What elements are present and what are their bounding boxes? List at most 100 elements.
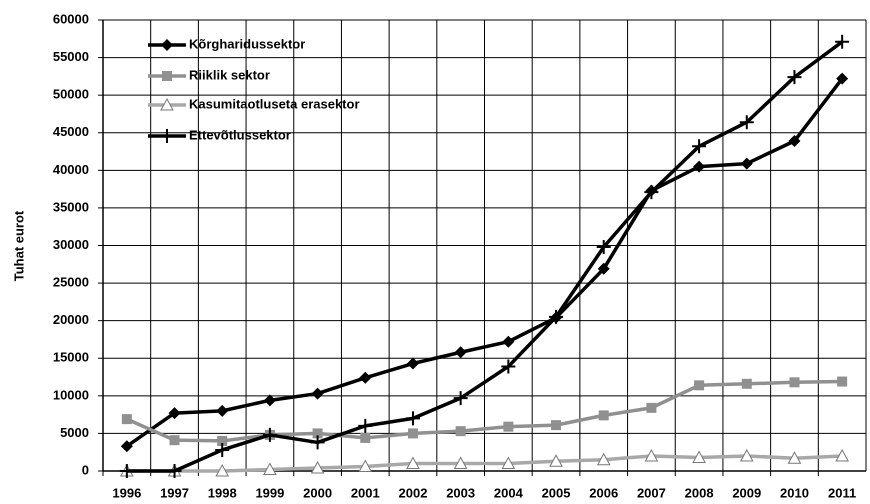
point bbox=[311, 387, 324, 400]
series-line bbox=[126, 454, 843, 473]
point bbox=[549, 309, 564, 324]
point bbox=[168, 407, 181, 420]
point bbox=[596, 452, 611, 466]
y-tick-label: 10000 bbox=[53, 387, 89, 402]
point bbox=[312, 428, 323, 439]
point bbox=[835, 34, 850, 49]
y-tick-label: 30000 bbox=[53, 237, 89, 252]
point bbox=[644, 185, 659, 200]
x-tick-label: 1997 bbox=[160, 485, 189, 500]
x-tick-label: 2004 bbox=[494, 485, 524, 500]
y-tick-label: 60000 bbox=[53, 11, 89, 26]
x-tick-label: 2003 bbox=[446, 485, 475, 500]
point bbox=[262, 427, 277, 442]
point bbox=[455, 426, 466, 437]
point bbox=[596, 240, 611, 255]
point bbox=[549, 454, 563, 467]
legend-marker bbox=[160, 97, 174, 111]
point bbox=[644, 448, 659, 462]
point bbox=[787, 70, 802, 85]
point bbox=[692, 450, 706, 463]
legend-marker bbox=[160, 129, 174, 143]
legend-label: Ettevõtlussektor bbox=[189, 127, 291, 142]
point bbox=[646, 402, 657, 413]
x-tick-label: 2008 bbox=[685, 485, 714, 500]
point bbox=[740, 157, 753, 170]
point bbox=[551, 420, 562, 431]
point bbox=[263, 462, 277, 475]
legend-marker bbox=[161, 39, 173, 51]
y-tick-label: 45000 bbox=[53, 124, 89, 139]
point bbox=[216, 404, 229, 417]
x-tick-label: 2000 bbox=[303, 485, 332, 500]
series-line bbox=[126, 379, 843, 443]
point bbox=[120, 440, 133, 453]
x-tick-label: 2009 bbox=[732, 485, 761, 500]
point bbox=[406, 357, 419, 370]
y-tick-label: 35000 bbox=[53, 199, 89, 214]
point bbox=[405, 411, 420, 426]
point bbox=[692, 139, 707, 154]
point bbox=[597, 262, 610, 275]
legend-label: Riiklik sektor bbox=[189, 67, 270, 82]
point bbox=[119, 464, 134, 478]
x-tick-label: 1999 bbox=[255, 485, 284, 500]
point bbox=[501, 456, 516, 469]
point bbox=[739, 448, 754, 462]
legend-marker bbox=[162, 71, 172, 81]
x-tick-label: 1998 bbox=[208, 485, 237, 500]
point bbox=[694, 380, 705, 391]
y-tick-label: 50000 bbox=[53, 87, 89, 102]
y-tick-label: 20000 bbox=[53, 312, 89, 327]
point bbox=[406, 456, 420, 469]
point bbox=[360, 432, 371, 443]
y-tick-label: 5000 bbox=[60, 425, 89, 440]
point bbox=[837, 376, 848, 387]
series-line bbox=[125, 77, 844, 448]
y-tick-label: 25000 bbox=[53, 275, 89, 290]
point bbox=[598, 410, 609, 421]
point bbox=[502, 335, 515, 348]
x-tick-label: 2010 bbox=[780, 485, 809, 500]
point bbox=[358, 418, 373, 433]
y-tick-label: 55000 bbox=[53, 49, 89, 64]
x-tick-label: 2006 bbox=[589, 485, 618, 500]
point bbox=[121, 414, 132, 425]
point bbox=[169, 435, 180, 446]
x-tick-label: 2007 bbox=[637, 485, 666, 500]
point bbox=[217, 435, 228, 446]
point bbox=[739, 115, 754, 130]
y-tick-label: 0 bbox=[82, 462, 89, 477]
point bbox=[263, 394, 276, 407]
x-tick-label: 2011 bbox=[828, 485, 856, 500]
point bbox=[454, 346, 467, 359]
x-tick-label: 2005 bbox=[542, 485, 571, 500]
x-tick-label: 2002 bbox=[399, 485, 428, 500]
point bbox=[215, 463, 230, 477]
point bbox=[836, 72, 849, 85]
x-tick-label: 1996 bbox=[112, 485, 141, 500]
point bbox=[787, 451, 802, 464]
point bbox=[788, 135, 801, 148]
series-line bbox=[126, 40, 844, 473]
point bbox=[407, 428, 418, 439]
point bbox=[503, 421, 514, 432]
point bbox=[835, 448, 849, 462]
point bbox=[167, 464, 182, 478]
point bbox=[453, 456, 468, 469]
x-tick-label: 2001 bbox=[351, 485, 380, 500]
y-tick-label: 15000 bbox=[53, 350, 89, 365]
point bbox=[501, 359, 516, 374]
y-axis-title: Tuhat eurot bbox=[11, 210, 26, 281]
point bbox=[310, 435, 325, 450]
y-tick-label: 40000 bbox=[53, 162, 89, 177]
point bbox=[310, 460, 325, 474]
point bbox=[789, 377, 800, 388]
legend-label: Kasumitaotluseta erasektor bbox=[189, 96, 360, 111]
point bbox=[453, 391, 468, 406]
point bbox=[359, 371, 372, 384]
point bbox=[741, 378, 752, 389]
point bbox=[358, 459, 373, 472]
legend-label: Kõrgharidussektor bbox=[189, 36, 305, 51]
